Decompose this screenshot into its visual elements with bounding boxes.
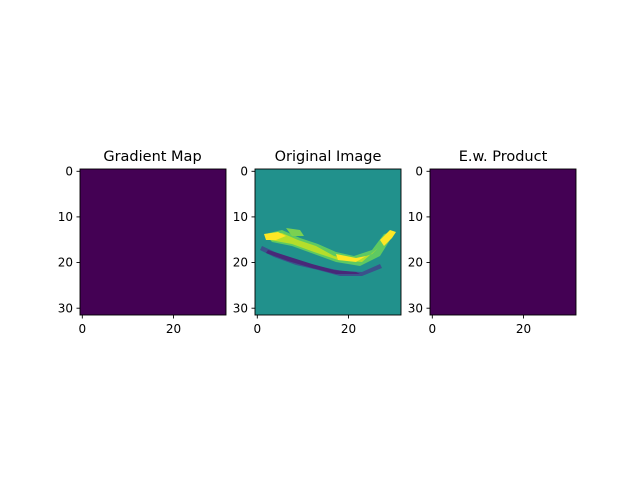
heatmap-ew-product [430,169,576,315]
panel-original-image: Original Image 0 10 20 30 [233,149,401,336]
y-tick-label: 10 [58,210,73,224]
y-ticks: 0 10 20 30 [408,165,430,316]
y-tick-label: 30 [408,301,423,315]
panel-title-gradient-map: Gradient Map [103,149,201,165]
x-tick-label: 20 [166,322,181,336]
x-tick-label: 0 [78,322,86,336]
x-tick-label: 0 [428,322,436,336]
x-ticks: 0 20 [78,315,181,336]
y-tick-label: 30 [233,301,248,315]
y-tick-label: 20 [233,256,248,270]
y-tick-label: 20 [408,256,423,270]
panel-ew-product: E.w. Product 0 10 20 30 0 20 [408,149,576,336]
x-tick-label: 0 [253,322,261,336]
y-tick-label: 10 [408,210,423,224]
y-tick-label: 30 [58,301,73,315]
panel-title-ew-product: E.w. Product [459,149,548,165]
y-tick-label: 0 [415,165,423,179]
y-tick-label: 0 [65,165,73,179]
y-tick-label: 10 [233,210,248,224]
panel-gradient-map: Gradient Map 0 10 20 30 0 20 [58,149,226,336]
y-ticks: 0 10 20 30 [233,165,255,316]
y-tick-label: 0 [240,165,248,179]
x-tick-label: 20 [516,322,531,336]
panel-title-original-image: Original Image [275,149,382,165]
x-ticks: 0 20 [428,315,531,336]
y-ticks: 0 10 20 30 [58,165,80,316]
x-ticks: 0 20 [253,315,356,336]
x-tick-label: 20 [341,322,356,336]
heatmap-gradient-map [80,169,226,315]
y-tick-label: 20 [58,256,73,270]
